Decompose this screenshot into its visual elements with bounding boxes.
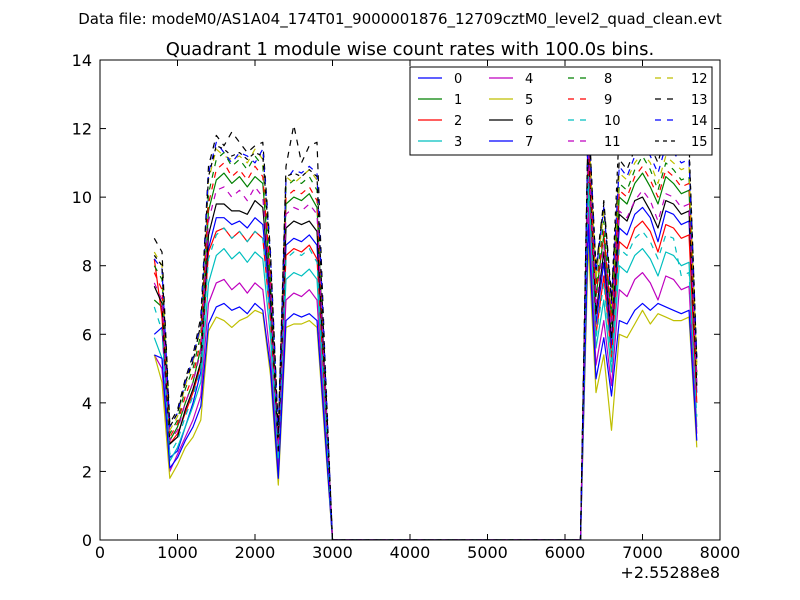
y-tick-label: 10 — [72, 188, 92, 207]
series-layer — [153, 107, 698, 540]
x-tick-label: 7000 — [622, 543, 663, 562]
legend-label-7: 7 — [525, 135, 533, 150]
y-tick-label: 2 — [82, 462, 92, 481]
x-axis: 0 1000 2000 3000 4000 5000 6000 7000 8000 — [95, 60, 740, 562]
y-tick-label: 6 — [82, 325, 92, 344]
y-tick-label: 4 — [82, 394, 92, 413]
legend-label-9: 9 — [604, 93, 612, 108]
y-tick-label: 14 — [72, 51, 92, 70]
legend-label-0: 0 — [454, 72, 462, 87]
y-tick-label: 8 — [82, 257, 92, 276]
x-offset-label: +2.55288e8 — [620, 563, 720, 582]
x-tick-label: 3000 — [312, 543, 353, 562]
chart-title: Quadrant 1 module wise count rates with … — [166, 39, 655, 60]
series-line-11 — [153, 145, 698, 540]
legend-label-5: 5 — [525, 93, 533, 108]
x-tick-label: 6000 — [545, 543, 586, 562]
series-line-2 — [153, 169, 698, 540]
legend-label-10: 10 — [604, 114, 621, 129]
legend-box — [409, 66, 713, 156]
legend-label-12: 12 — [691, 72, 708, 87]
series-line-15 — [153, 110, 698, 540]
series-line-4 — [153, 206, 698, 540]
x-tick-label: 2000 — [235, 543, 276, 562]
series-line-8 — [153, 121, 698, 540]
legend-label-15: 15 — [691, 135, 708, 150]
x-tick-label: 8000 — [700, 543, 741, 562]
series-line-3 — [153, 186, 698, 540]
legend-label-2: 2 — [454, 114, 462, 129]
legend-label-8: 8 — [604, 72, 612, 87]
y-tick-label: 12 — [72, 120, 92, 139]
legend-label-14: 14 — [691, 114, 708, 129]
legend-label-4: 4 — [525, 72, 533, 87]
series-line-7 — [154, 224, 698, 540]
figure-suptitle: Data file: modeM0/AS1A04_174T01_90000018… — [78, 10, 722, 29]
series-line-5 — [153, 244, 698, 540]
x-tick-label: 0 — [95, 543, 105, 562]
x-tick-label: 4000 — [390, 543, 431, 562]
x-tick-label: 1000 — [157, 543, 198, 562]
x-tick-label: 5000 — [467, 543, 508, 562]
series-line-10 — [153, 176, 698, 540]
legend-label-11: 11 — [604, 135, 621, 150]
legend-label-1: 1 — [454, 93, 462, 108]
legend-label-13: 13 — [691, 93, 708, 108]
series-line-6 — [153, 141, 698, 540]
legend-label-3: 3 — [454, 135, 462, 150]
legend-label-6: 6 — [525, 114, 533, 129]
y-tick-label: 0 — [82, 531, 92, 550]
